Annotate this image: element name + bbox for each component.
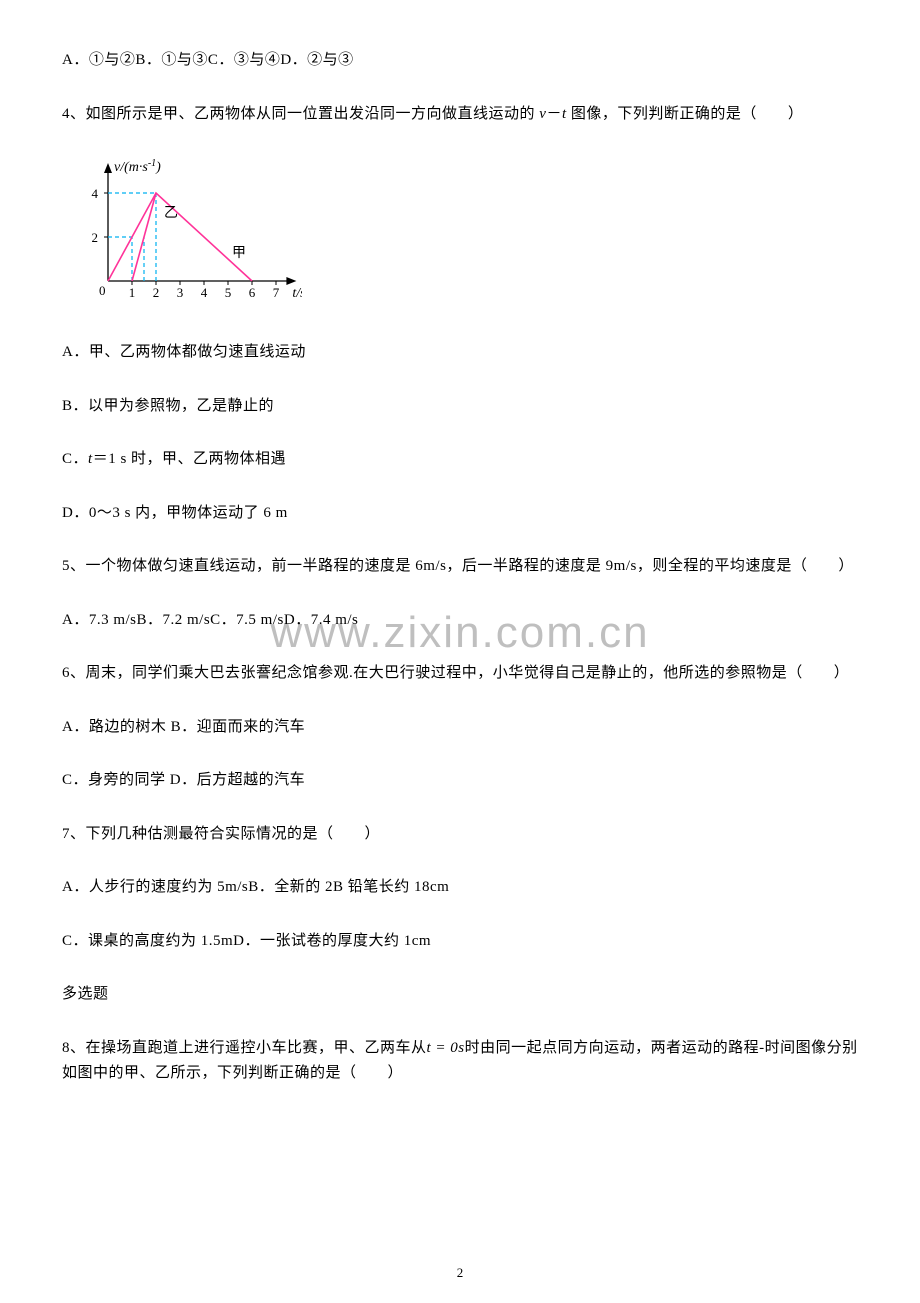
svg-text:v/(m·s-1): v/(m·s-1) <box>114 158 161 176</box>
q4-stem-a: 4、如图所示是甲、乙两物体从同一位置出发沿同一方向做直线运动的 <box>62 106 539 122</box>
svg-text:6: 6 <box>249 285 256 300</box>
q8-stem: 8、在操场直跑道上进行遥控小车比赛，甲、乙两车从t = 0s时由同一起点同方向运… <box>62 1036 858 1087</box>
q4-graph: 2 4 1 2 3 4 5 6 7 0 v/(m·s-1) t/s 甲 乙 <box>72 155 858 312</box>
q7-opts2: C．课桌的高度约为 1.5mD．一张试卷的厚度大约 1cm <box>62 929 858 955</box>
q5-stem: 5、一个物体做匀速直线运动，前一半路程的速度是 6m/s，后一半路程的速度是 9… <box>62 554 858 580</box>
q4-optC: C．t＝1 s 时，甲、乙两物体相遇 <box>62 447 858 473</box>
svg-text:甲: 甲 <box>232 246 246 261</box>
svg-text:7: 7 <box>273 285 280 300</box>
q8-stem-t: t = 0s <box>427 1040 465 1056</box>
q4-stem: 4、如图所示是甲、乙两物体从同一位置出发沿同一方向做直线运动的 v－t 图像，下… <box>62 102 858 128</box>
q8-stem-a: 8、在操场直跑道上进行遥控小车比赛，甲、乙两车从 <box>62 1040 427 1056</box>
q4-stem-b: 图像，下列判断正确的是（ ） <box>571 106 804 122</box>
q6-opts1: A．路边的树木 B．迎面而来的汽车 <box>62 715 858 741</box>
q3-options: A．①与②B．①与③C．③与④D．②与③ <box>62 48 858 74</box>
svg-text:t/s: t/s <box>292 286 302 301</box>
svg-text:2: 2 <box>153 285 160 300</box>
svg-text:1: 1 <box>129 285 136 300</box>
section-multi: 多选题 <box>62 982 858 1008</box>
svg-text:5: 5 <box>225 285 232 300</box>
q6-opts2: C．身旁的同学 D．后方超越的汽车 <box>62 768 858 794</box>
q6-stem: 6、周末，同学们乘大巴去张謇纪念馆参观.在大巴行驶过程中，小华觉得自己是静止的，… <box>62 661 858 687</box>
svg-text:2: 2 <box>92 230 99 245</box>
q4-optA: A．甲、乙两物体都做匀速直线运动 <box>62 340 858 366</box>
q4-stem-dash: － <box>546 106 562 122</box>
q4-optD: D．0～3 s 内，甲物体运动了 6 m <box>62 501 858 527</box>
q4-optB: B．以甲为参照物，乙是静止的 <box>62 394 858 420</box>
q4-stem-t: t <box>562 106 571 122</box>
svg-text:乙: 乙 <box>164 205 178 221</box>
svg-text:4: 4 <box>92 186 99 201</box>
q4-optC-b: ＝1 s 时，甲、乙两物体相遇 <box>93 451 286 467</box>
q5-opts: A．7.3 m/sB．7.2 m/sC．7.5 m/sD．7.4 m/s <box>62 608 858 634</box>
svg-text:3: 3 <box>177 285 184 300</box>
page-number: 2 <box>0 1265 920 1281</box>
q7-opts1: A．人步行的速度约为 5m/sB．全新的 2B 铅笔长约 18cm <box>62 875 858 901</box>
svg-text:4: 4 <box>201 285 208 300</box>
svg-text:0: 0 <box>99 283 106 298</box>
q7-stem: 7、下列几种估测最符合实际情况的是（ ） <box>62 822 858 848</box>
q4-optC-a: C． <box>62 451 88 467</box>
